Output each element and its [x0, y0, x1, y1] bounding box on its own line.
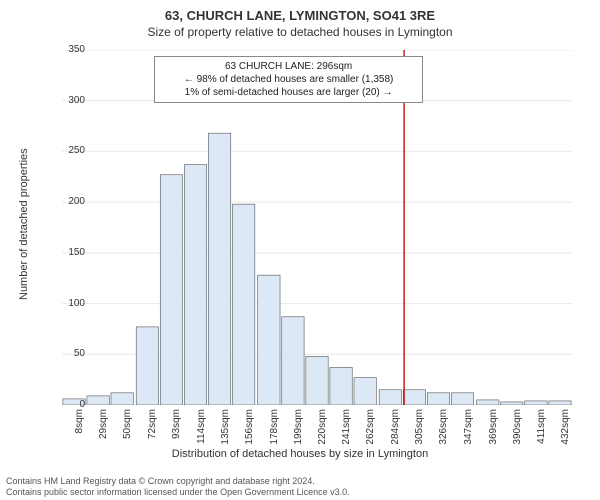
chart-title-sub: Size of property relative to detached ho… [0, 23, 600, 39]
x-tick-label: 390sqm [512, 409, 523, 451]
histogram-bar [111, 393, 133, 405]
histogram-bar [354, 378, 376, 405]
x-tick-label: 241sqm [341, 409, 352, 451]
y-tick-label: 200 [55, 196, 85, 207]
annotation-box: 63 CHURCH LANE: 296sqm ← 98% of detached… [154, 56, 423, 103]
histogram-bar [232, 204, 254, 405]
histogram-bar [451, 393, 473, 405]
histogram-bar [87, 396, 109, 405]
histogram-bar [136, 327, 158, 405]
x-tick-label: 178sqm [269, 409, 280, 451]
y-tick-label: 150 [55, 247, 85, 258]
x-tick-label: 135sqm [220, 409, 231, 451]
x-tick-label: 305sqm [414, 409, 425, 451]
histogram-bar [184, 165, 206, 405]
y-axis-label: Number of detached properties [18, 148, 30, 300]
x-tick-label: 8sqm [74, 409, 85, 451]
histogram-bar [208, 133, 230, 405]
chart-container: 63, CHURCH LANE, LYMINGTON, SO41 3RE Siz… [0, 0, 600, 500]
histogram-bar [282, 317, 304, 405]
footer-attribution: Contains HM Land Registry data © Crown c… [6, 476, 350, 499]
x-tick-label: 72sqm [147, 409, 158, 451]
histogram-bar [306, 356, 328, 405]
y-tick-label: 300 [55, 95, 85, 106]
histogram-bar [160, 175, 182, 405]
y-tick-label: 350 [55, 44, 85, 55]
histogram-bar [477, 400, 499, 405]
histogram-bar [379, 390, 401, 405]
x-tick-label: 411sqm [536, 409, 547, 451]
x-tick-label: 199sqm [293, 409, 304, 451]
histogram-bar [403, 390, 425, 405]
annotation-line-2: ← 98% of detached houses are smaller (1,… [161, 73, 416, 86]
x-tick-label: 50sqm [122, 409, 133, 451]
x-tick-label: 284sqm [390, 409, 401, 451]
histogram-bar [549, 401, 571, 405]
x-tick-label: 114sqm [196, 409, 207, 451]
annotation-line-3: 1% of semi-detached houses are larger (2… [161, 86, 416, 99]
bars-group [63, 133, 571, 405]
histogram-bar [501, 402, 523, 405]
footer-line-2: Contains public sector information licen… [6, 487, 350, 498]
x-tick-label: 93sqm [171, 409, 182, 451]
annotation-line-1: 63 CHURCH LANE: 296sqm [161, 60, 416, 73]
x-tick-label: 156sqm [244, 409, 255, 451]
histogram-plot [62, 50, 572, 405]
histogram-bar [427, 393, 449, 405]
footer-line-1: Contains HM Land Registry data © Crown c… [6, 476, 350, 487]
histogram-bar [330, 367, 352, 405]
x-tick-label: 347sqm [463, 409, 474, 451]
x-tick-label: 369sqm [488, 409, 499, 451]
chart-title-main: 63, CHURCH LANE, LYMINGTON, SO41 3RE [0, 0, 600, 23]
histogram-bar [258, 275, 280, 405]
x-tick-label: 432sqm [560, 409, 571, 451]
x-tick-label: 262sqm [365, 409, 376, 451]
y-tick-label: 50 [55, 348, 85, 359]
histogram-bar [525, 401, 547, 405]
x-tick-label: 326sqm [438, 409, 449, 451]
y-tick-label: 250 [55, 145, 85, 156]
x-tick-label: 220sqm [317, 409, 328, 451]
y-tick-label: 100 [55, 298, 85, 309]
x-tick-label: 29sqm [98, 409, 109, 451]
